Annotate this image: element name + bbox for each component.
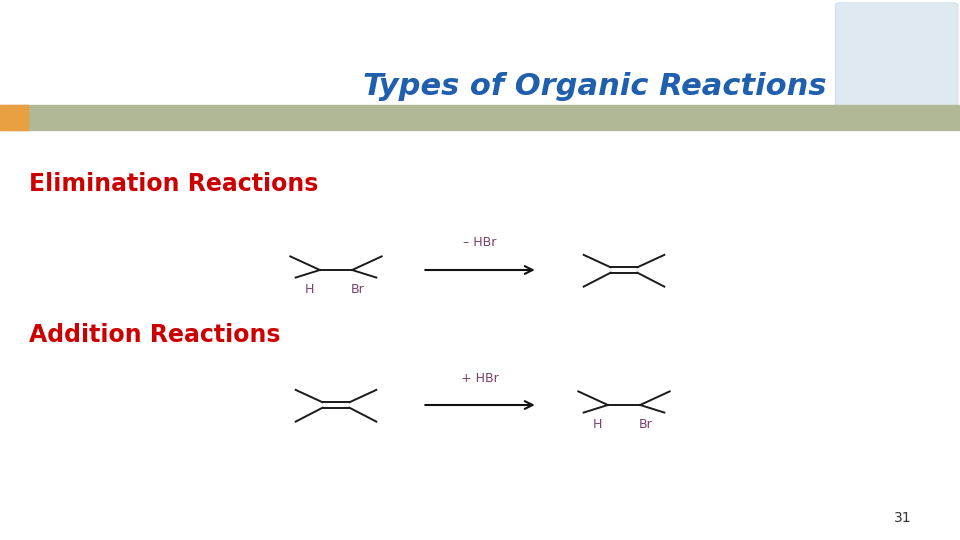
Text: H: H (592, 418, 602, 431)
Text: + HBr: + HBr (461, 372, 499, 384)
FancyBboxPatch shape (835, 3, 958, 111)
Text: Addition Reactions: Addition Reactions (29, 323, 280, 347)
Text: Types of Organic Reactions: Types of Organic Reactions (364, 72, 827, 101)
Text: Elimination Reactions: Elimination Reactions (29, 172, 318, 195)
Bar (0, 105, 960, 130)
Bar (0, 105, 28, 130)
Text: H: H (304, 283, 314, 296)
Text: Br: Br (350, 283, 365, 296)
Text: 31: 31 (894, 511, 911, 525)
Text: Br: Br (638, 418, 653, 431)
Text: – HBr: – HBr (464, 237, 496, 249)
